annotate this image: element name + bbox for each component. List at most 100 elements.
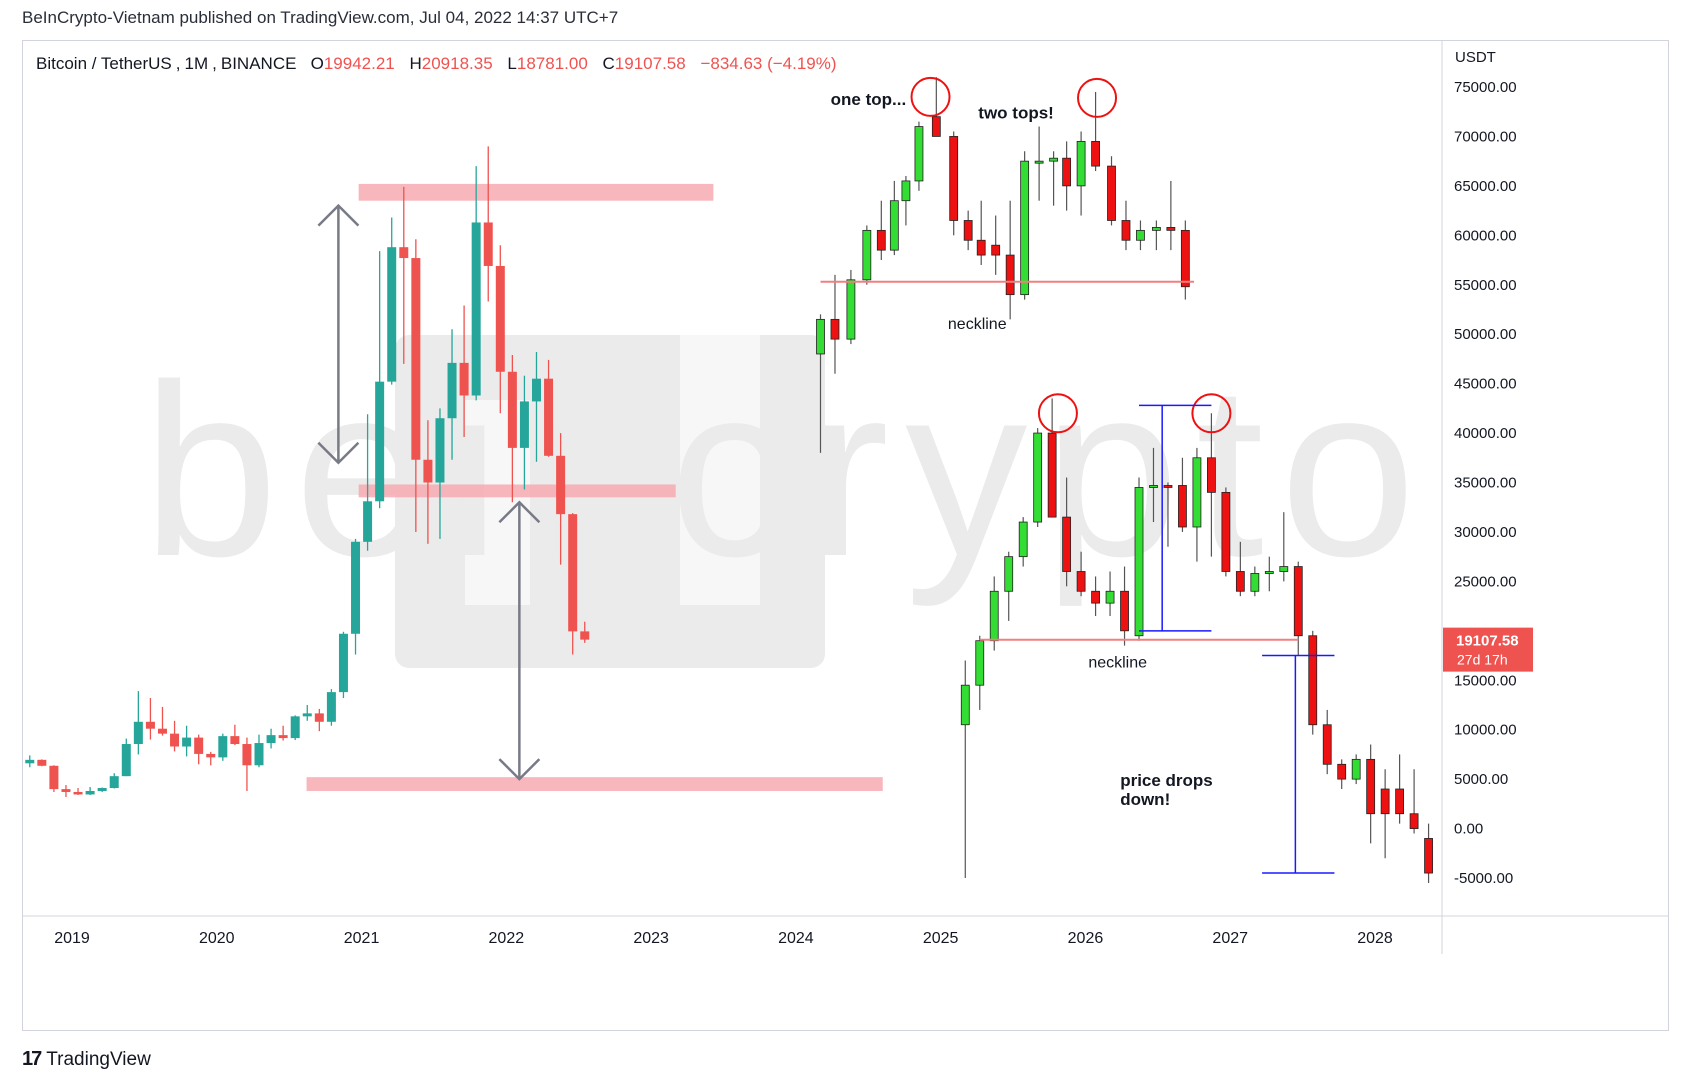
candle-body	[519, 401, 529, 448]
candle-body	[556, 455, 566, 515]
candle-body	[375, 381, 385, 502]
published-caption: BeInCrypto-Vietnam published on TradingV…	[22, 8, 619, 27]
watermark: beincrypto	[142, 333, 1416, 668]
arrow-head	[317, 203, 360, 227]
candle-body	[254, 743, 264, 766]
candle-body	[206, 753, 216, 758]
candle-body	[447, 362, 457, 419]
y-tick-label: 70000.00	[1454, 128, 1517, 145]
illus-candle-body	[1308, 635, 1318, 726]
candle-body	[85, 790, 95, 795]
candle-body	[242, 744, 252, 766]
candle-body	[290, 716, 300, 739]
annotation-label: down!	[1120, 790, 1170, 809]
illus-candle-body	[889, 200, 899, 251]
price-axis[interactable]: USDT 75000.00 70000.00 65000.00 60000.00 5500…	[1443, 49, 1533, 887]
high-label: H	[409, 54, 422, 73]
arrow-head	[317, 441, 360, 465]
y-tick-label: -5000.00	[1454, 870, 1513, 887]
illus-candle-body	[1062, 157, 1072, 187]
candle-body	[531, 378, 541, 402]
annotation-label: one top...	[831, 90, 907, 109]
x-tick-label: 2025	[923, 930, 959, 947]
annotation-label: price drops	[1120, 771, 1213, 790]
illus-candle-body	[960, 684, 970, 726]
illus-candle-body	[862, 229, 872, 281]
symbol-interval[interactable]: 1M	[184, 54, 209, 73]
candle-body	[182, 737, 192, 747]
symbol-exchange: BINANCE	[220, 54, 297, 73]
close-value: 19107.58	[614, 54, 686, 73]
candle-body	[387, 247, 397, 382]
x-tick-label: 2026	[1068, 930, 1104, 947]
illus-candle-body	[1207, 457, 1216, 493]
y-tick-label: 60000.00	[1454, 227, 1517, 244]
y-tick-label: 25000.00	[1454, 573, 1517, 590]
x-tick-label: 2027	[1212, 930, 1248, 947]
zone-0	[358, 183, 714, 201]
illus-candle-body	[1049, 157, 1058, 162]
y-tick-label: 30000.00	[1454, 524, 1517, 541]
illus-candle-body	[1151, 227, 1161, 231]
illus-candle-body	[1062, 516, 1072, 572]
illus-candle-body	[1366, 758, 1376, 815]
illus-candle-body	[1279, 566, 1289, 572]
arrow-head	[498, 500, 541, 524]
illus-candle-body	[816, 318, 825, 355]
candle-body	[97, 788, 107, 791]
candle-body	[194, 737, 204, 754]
illus-candle-body	[1409, 813, 1419, 829]
candle-body	[37, 759, 47, 766]
illus-candle-body	[1091, 590, 1100, 604]
close-label: C	[602, 54, 615, 73]
open-value: 19942.21	[323, 54, 395, 73]
y-tick-label: 55000.00	[1454, 277, 1517, 294]
illus-candle-body	[1293, 566, 1303, 637]
illus-candle-body	[846, 279, 856, 340]
annotation-label: two tops!	[978, 104, 1054, 123]
x-tick-label: 2022	[489, 930, 525, 947]
bar-countdown: 27d 17h	[1457, 652, 1508, 668]
high-value: 20918.35	[421, 54, 493, 73]
time-axis[interactable]: 2019 2020 2021 2022 2023 2024 2025 2026 2027 2028	[54, 930, 1393, 947]
last-price-value: 19107.58	[1456, 633, 1519, 650]
illus-candle-body	[1395, 788, 1405, 815]
candle-body	[363, 501, 373, 542]
tradingview-branding[interactable]: 17 TradingView	[22, 1048, 151, 1071]
x-tick-label: 2023	[633, 930, 669, 947]
candle-body	[278, 735, 288, 739]
illus-candle-body	[901, 180, 911, 202]
symbol-name[interactable]: Bitcoin / TetherUS	[36, 54, 172, 73]
candle-body	[471, 222, 481, 396]
illus-candle-body	[1107, 165, 1116, 221]
watermark-logo-bracket-right	[680, 335, 760, 605]
illus-candle-body	[1004, 556, 1014, 592]
illus-candle-body	[1424, 838, 1433, 874]
illus-candle-body	[1020, 160, 1030, 296]
y-tick-label: 65000.00	[1454, 178, 1517, 195]
tradingview-logo-icon: 17	[22, 1048, 42, 1070]
illus-candle-body	[1005, 254, 1015, 296]
candle-body	[109, 776, 119, 789]
y-tick-label: 40000.00	[1454, 425, 1517, 442]
candle-body	[507, 371, 517, 448]
candle-body	[326, 692, 336, 722]
candle-body	[49, 765, 59, 790]
candle-body	[351, 541, 361, 634]
top-circle-2	[1037, 393, 1078, 434]
illus-candle-body	[1250, 573, 1260, 592]
illus-candle-body	[1337, 763, 1347, 780]
symbol-legend[interactable]: Bitcoin / TetherUS, 1M, BINANCE O19942.21 …	[36, 54, 837, 73]
illus-candle-body	[1180, 229, 1190, 288]
chart-frame[interactable]	[22, 40, 1669, 1031]
illus-candle-body	[1221, 491, 1231, 572]
illus-candle-body	[931, 116, 941, 137]
illus-candle-body	[1351, 758, 1361, 780]
candles-real[interactable]	[25, 146, 590, 797]
candle-body	[580, 631, 590, 640]
illus-candle-body	[914, 126, 924, 182]
y-tick-label: 50000.00	[1454, 326, 1517, 343]
illus-candle-body	[989, 590, 999, 642]
illus-candle-body	[975, 640, 985, 686]
